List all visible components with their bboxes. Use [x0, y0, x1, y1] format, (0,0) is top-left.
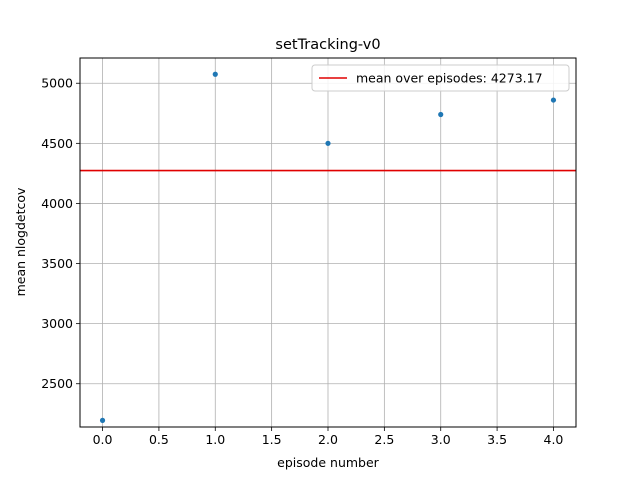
x-axis-label: episode number	[277, 455, 380, 470]
data-points	[99, 71, 557, 423]
x-tick-label: 3.5	[487, 432, 507, 447]
y-tick-label: 4000	[41, 196, 73, 211]
y-tick-label: 5000	[41, 76, 73, 91]
chart-title: setTracking-v0	[275, 37, 380, 53]
data-point	[550, 97, 557, 103]
y-axis-label: mean nlogdetcov	[13, 187, 28, 296]
legend: mean over episodes: 4273.17	[311, 64, 570, 92]
x-tick-label: 3.0	[431, 432, 451, 447]
data-point	[438, 111, 444, 118]
x-tick-label: 0.0	[93, 432, 113, 447]
x-tick-label: 1.5	[262, 432, 282, 447]
x-axis-ticks: 0.0 0.5 1.0 1.5 2.0 2.5 3.0 3.5 4.0	[93, 427, 564, 447]
y-tick-label: 2500	[41, 376, 73, 391]
x-tick-label: 2.5	[374, 432, 394, 447]
y-tick-label: 3500	[41, 256, 73, 271]
data-point	[212, 71, 218, 77]
y-axis-ticks: 2500 3000 3500 4000 4500 5000	[41, 76, 80, 391]
y-tick-label: 4500	[41, 136, 73, 151]
x-tick-label: 1.0	[205, 432, 225, 447]
y-tick-label: 3000	[41, 316, 73, 331]
data-point	[99, 417, 106, 423]
legend-box	[311, 64, 570, 92]
x-tick-label: 4.0	[544, 432, 564, 447]
data-point	[325, 140, 331, 146]
x-tick-label: 0.5	[149, 432, 169, 447]
x-tick-label: 2.0	[318, 432, 338, 447]
legend-entry-mean: mean over episodes: 4273.17	[356, 71, 543, 86]
